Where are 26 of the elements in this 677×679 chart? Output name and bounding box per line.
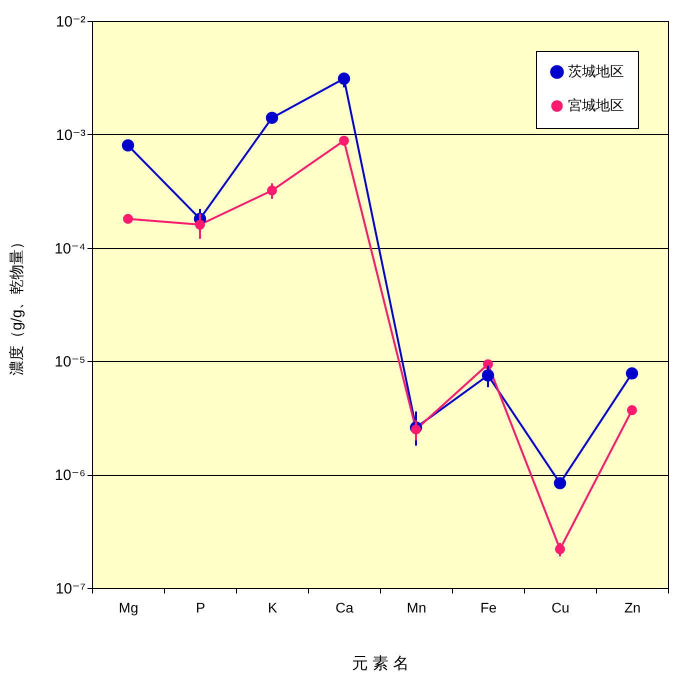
point <box>122 139 134 152</box>
x-tick-label: Ca <box>336 600 354 616</box>
x-tick-label: Zn <box>624 600 641 616</box>
x-axis-title: 元 素 名 <box>352 654 409 672</box>
point <box>627 405 637 416</box>
x-tick-label: P <box>196 600 206 616</box>
y-tick-label: 10⁻⁴ <box>54 240 86 258</box>
point <box>123 214 133 224</box>
x-tick-label: Mg <box>118 600 138 616</box>
x-tick-label: Mn <box>406 600 426 616</box>
point <box>266 112 278 124</box>
y-axis-title: 濃度（g/g、乾物量） <box>8 234 26 376</box>
point <box>483 359 493 370</box>
x-tick-label: Cu <box>552 600 570 616</box>
y-tick-label: 10⁻⁶ <box>54 467 86 484</box>
point <box>339 136 349 146</box>
y-tick-label: 10⁻⁵ <box>54 354 86 371</box>
legend-label: 茨城地区 <box>568 63 624 79</box>
legend-label: 宮城地区 <box>568 97 624 113</box>
x-tick-label: Fe <box>480 600 497 616</box>
y-tick-label: 10⁻⁷ <box>55 580 86 598</box>
point <box>626 367 638 380</box>
x-tick-label: K <box>268 600 278 616</box>
point <box>554 477 566 490</box>
y-tick-label: 10⁻³ <box>56 126 86 144</box>
y-tick-label: 10⁻² <box>56 14 86 30</box>
